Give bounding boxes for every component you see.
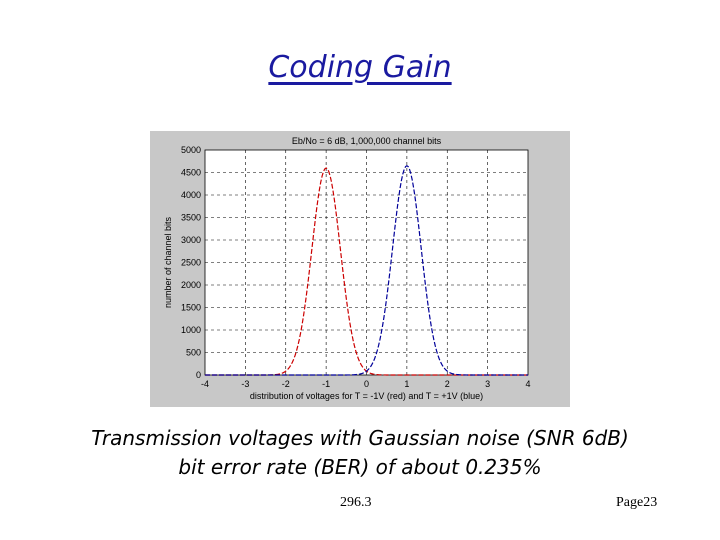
x-tick-label: 2 (445, 379, 450, 389)
y-tick-label: 500 (186, 348, 201, 358)
footer-course-number: 296.3 (340, 495, 372, 510)
x-tick-label: -3 (241, 379, 249, 389)
y-tick-label: 2500 (181, 258, 201, 268)
caption-line-2: bit error rate (BER) of about 0.235% (178, 455, 542, 479)
gaussian-distribution-chart: -4 -3 -2 -1 0 1 2 3 4 0 500 1000 1500 2000 2500 3000 350… (163, 136, 531, 401)
y-tick-label: 0 (196, 370, 201, 380)
slide-title: Coding Gain (268, 50, 452, 85)
y-tick-label: 2000 (181, 280, 201, 290)
x-tick-label: -4 (201, 379, 209, 389)
chart-figure: -4 -3 -2 -1 0 1 2 3 4 0 500 1000 1500 2000 2500 3000 350… (150, 131, 570, 407)
caption-line-1: Transmission voltages with Gaussian nois… (91, 426, 629, 450)
y-tick-label: 5000 (181, 145, 201, 155)
x-axis-label: distribution of voltages for T = -1V (re… (250, 391, 483, 401)
x-tick-label: 1 (404, 379, 409, 389)
x-tick-label: 0 (364, 379, 369, 389)
x-tick-label: 3 (485, 379, 490, 389)
footer-page-number: Page23 (616, 495, 658, 510)
x-tick-label: -1 (322, 379, 330, 389)
x-tick-label: -2 (282, 379, 290, 389)
y-tick-label: 4500 (181, 168, 201, 178)
y-tick-label: 3500 (181, 213, 201, 223)
y-axis-label: number of channel bits (163, 216, 173, 308)
y-tick-label: 3000 (181, 235, 201, 245)
series-line-blue (205, 165, 528, 376)
chart-title: Eb/No = 6 dB, 1,000,000 channel bits (292, 136, 442, 146)
y-tick-label: 4000 (181, 190, 201, 200)
x-tick-label: 4 (525, 379, 530, 389)
y-tick-label: 1500 (181, 303, 201, 313)
y-tick-label: 1000 (181, 325, 201, 335)
